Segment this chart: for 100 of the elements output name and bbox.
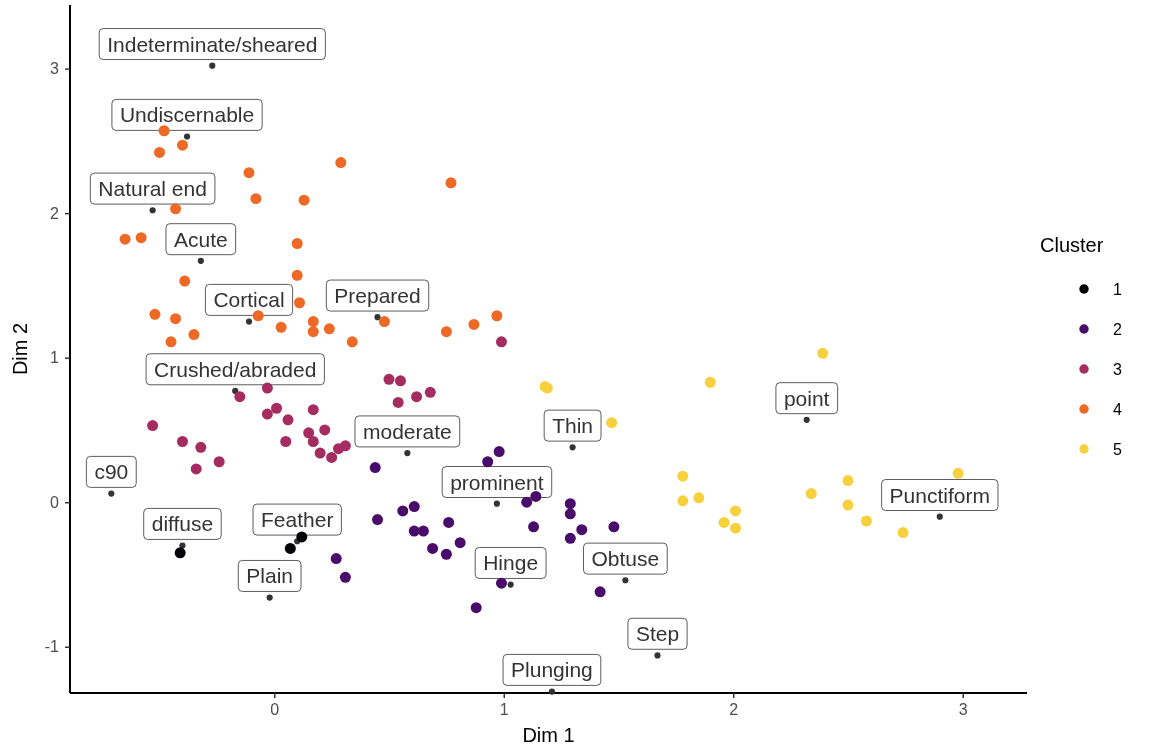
point: [507, 581, 514, 588]
legend-title: Cluster: [1040, 234, 1104, 256]
point: [154, 146, 165, 158]
point: [275, 321, 287, 333]
point: [528, 521, 540, 533]
x-tick-label: 1: [499, 701, 509, 719]
point: [718, 516, 730, 528]
point: [842, 475, 854, 487]
point: [445, 177, 457, 189]
point: [170, 313, 182, 325]
point: [296, 531, 308, 543]
point: [404, 449, 411, 457]
point: [234, 391, 246, 403]
point: [730, 522, 742, 534]
point: [897, 527, 909, 539]
point: [303, 427, 315, 439]
legend-label: 3: [1113, 360, 1122, 378]
point: [330, 553, 342, 565]
point: [176, 436, 188, 447]
point: [245, 318, 253, 325]
point: [280, 436, 292, 447]
point: [594, 586, 606, 598]
data-label: Thin: [552, 414, 594, 438]
point: [291, 269, 303, 281]
point: [158, 125, 170, 137]
point: [372, 514, 384, 526]
point: [417, 525, 429, 537]
point: [440, 326, 452, 338]
point: [564, 498, 576, 510]
x-axis-title: Dim 1: [522, 724, 575, 746]
data-label: Undiscernable: [119, 103, 255, 127]
point: [805, 488, 817, 500]
point: [291, 238, 303, 249]
point: [213, 456, 225, 468]
data-label: point: [783, 386, 830, 410]
legend-label: 4: [1113, 400, 1122, 418]
point: [936, 513, 943, 520]
point: [197, 257, 204, 264]
y-tick-label: 1: [50, 349, 60, 367]
point: [261, 382, 273, 394]
point: [339, 440, 351, 452]
point: [817, 347, 829, 359]
point: [170, 203, 182, 215]
point: [298, 194, 310, 206]
point: [654, 652, 661, 659]
data-label: Indeterminate/sheared: [107, 32, 318, 56]
point: [443, 516, 455, 528]
point: [408, 501, 420, 513]
point: [149, 308, 161, 320]
point: [188, 329, 200, 341]
point: [397, 505, 409, 517]
point: [339, 571, 351, 583]
point: [307, 404, 319, 416]
point: [183, 133, 191, 140]
point: [195, 441, 207, 453]
data-label: Punctiform: [889, 483, 990, 507]
point: [704, 376, 716, 388]
point: [564, 508, 576, 520]
x-tick-label: 3: [958, 701, 968, 719]
point: [493, 446, 505, 458]
data-label: Hinge: [483, 551, 539, 575]
point: [427, 542, 439, 554]
point: [284, 542, 296, 554]
point: [470, 602, 482, 614]
data-label: Natural end: [98, 177, 207, 201]
legend-label: 1: [1113, 280, 1122, 298]
point: [693, 492, 705, 504]
point: [374, 314, 381, 321]
point: [730, 505, 742, 517]
point: [135, 232, 147, 244]
point: [482, 456, 494, 468]
y-tick-label: 3: [50, 60, 60, 78]
point: [606, 417, 618, 429]
point: [392, 396, 404, 408]
point: [803, 416, 810, 423]
data-label: Obtuse: [591, 547, 660, 571]
point: [440, 548, 452, 560]
point: [108, 490, 115, 497]
point: [411, 391, 423, 403]
point: [252, 310, 264, 322]
point: [190, 463, 202, 475]
y-tick-label: 0: [50, 493, 60, 511]
y-tick-label: 2: [50, 204, 60, 222]
point: [952, 467, 964, 479]
point: [383, 373, 395, 385]
point: [495, 336, 507, 348]
data-label: Feather: [261, 508, 334, 532]
y-axis-title: Dim 2: [9, 322, 31, 376]
legend-label: 2: [1113, 320, 1122, 338]
point: [271, 402, 283, 414]
point: [209, 62, 216, 69]
point: [677, 495, 689, 507]
point: [569, 444, 576, 451]
point: [326, 451, 338, 463]
point: [860, 515, 872, 527]
point: [176, 139, 188, 151]
point: [174, 547, 186, 559]
point: [165, 336, 177, 348]
y-tick-label: -1: [44, 638, 60, 656]
point: [282, 414, 294, 426]
